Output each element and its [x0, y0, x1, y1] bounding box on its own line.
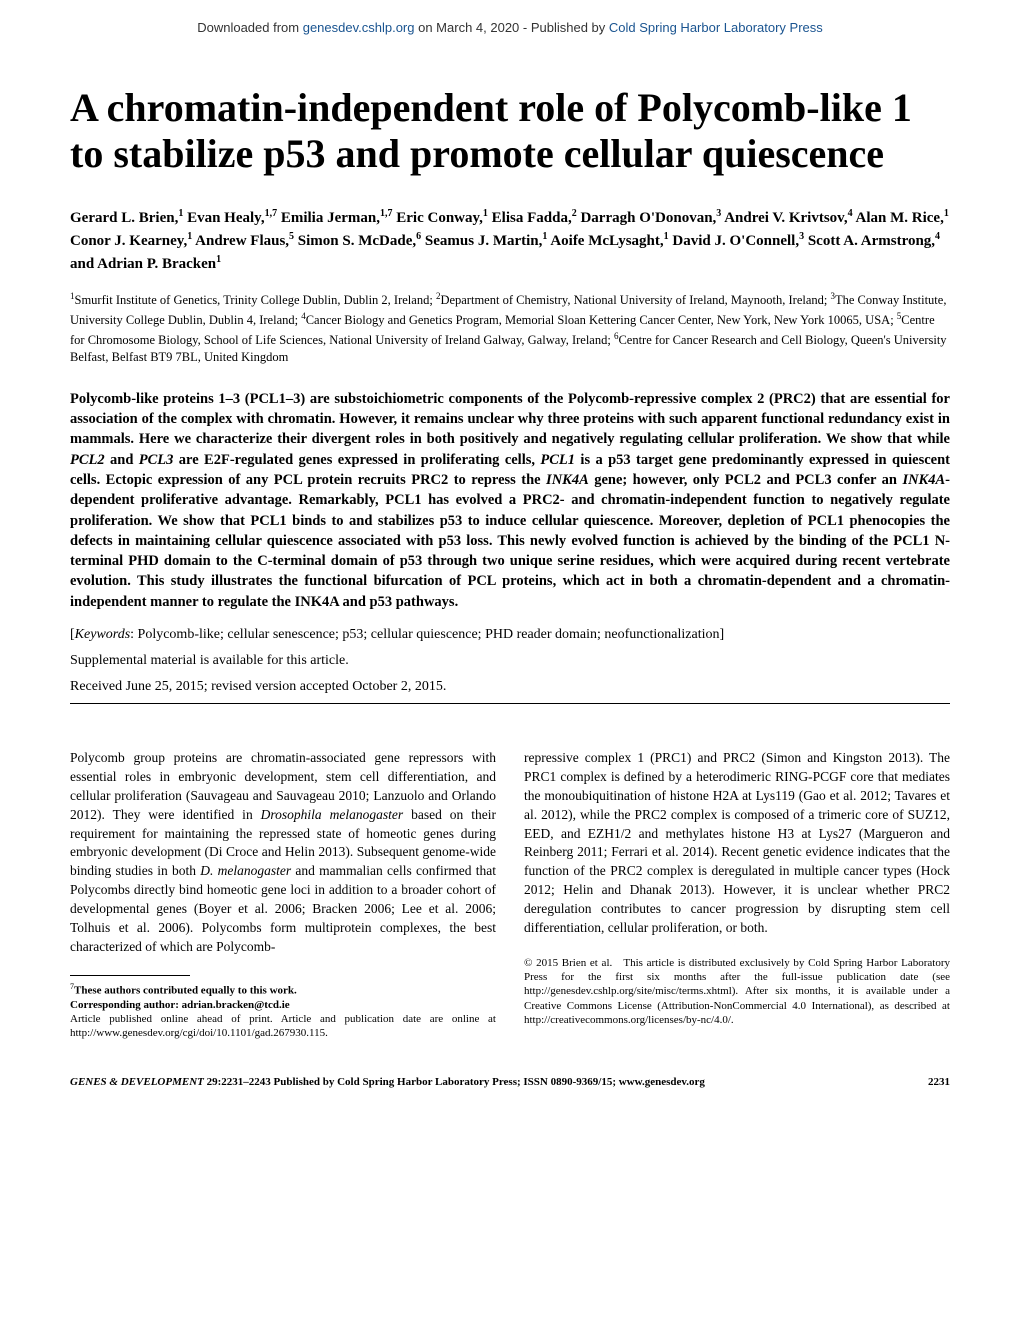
article-title: A chromatin-independent role of Polycomb… [70, 85, 950, 177]
download-link-source[interactable]: genesdev.cshlp.org [303, 20, 415, 35]
body-text-right: repressive complex 1 (PRC1) and PRC2 (Si… [524, 749, 950, 938]
footer-left: GENES & DEVELOPMENT 29:2231–2243 Publish… [70, 1076, 705, 1088]
authors-list: Gerard L. Brien,1 Evan Healy,1,7 Emilia … [70, 207, 950, 275]
affiliations-list: 1Smurfit Institute of Genetics, Trinity … [70, 290, 950, 366]
abstract-text: Polycomb-like proteins 1–3 (PCL1–3) are … [70, 389, 950, 612]
footnote-rule [70, 975, 190, 976]
body-text-left: Polycomb group proteins are chromatin-as… [70, 749, 496, 957]
footer-page-number: 2231 [928, 1076, 950, 1088]
body-columns: Polycomb group proteins are chromatin-as… [70, 749, 950, 1041]
download-prefix: Downloaded from [197, 20, 303, 35]
supplemental-note: Supplemental material is available for t… [70, 653, 950, 669]
body-column-left: Polycomb group proteins are chromatin-as… [70, 749, 496, 1041]
footnotes-block: 7These authors contributed equally to th… [70, 982, 496, 1041]
keywords-line: [Keywords: Polycomb-like; cellular senes… [70, 627, 950, 643]
received-dates: Received June 25, 2015; revised version … [70, 679, 950, 695]
body-column-right: repressive complex 1 (PRC1) and PRC2 (Si… [524, 749, 950, 1041]
separator-rule [70, 703, 950, 704]
copyright-block: © 2015 Brien et al. This article is dist… [524, 956, 950, 1027]
download-middle: on March 4, 2020 - Published by [415, 20, 609, 35]
page-footer: GENES & DEVELOPMENT 29:2231–2243 Publish… [70, 1076, 950, 1088]
download-link-publisher[interactable]: Cold Spring Harbor Laboratory Press [609, 20, 823, 35]
download-banner: Downloaded from genesdev.cshlp.org on Ma… [70, 20, 950, 35]
